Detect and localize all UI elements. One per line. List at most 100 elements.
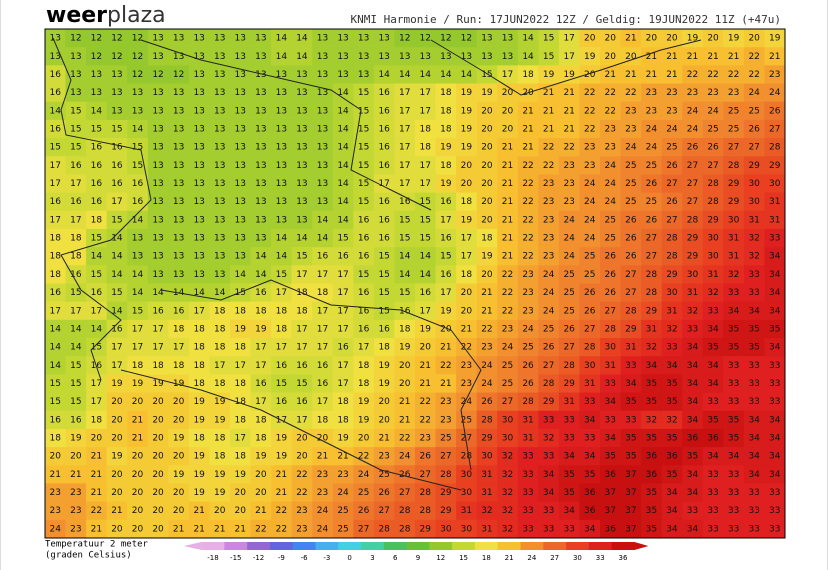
colorbar-label: 30 — [573, 554, 582, 562]
temp-cell — [188, 192, 210, 212]
temp-value: 14 — [522, 52, 534, 62]
temp-value: 21 — [563, 106, 574, 116]
temp-value: 17 — [235, 434, 246, 444]
temp-value: 34 — [707, 361, 719, 371]
temp-value: 17 — [173, 343, 184, 353]
temp-value: 24 — [687, 106, 699, 116]
temp-value: 21 — [502, 197, 513, 207]
temp-value: 16 — [337, 252, 349, 262]
temp-value: 12 — [111, 52, 122, 62]
temp-value: 21 — [91, 452, 102, 462]
temp-value: 13 — [235, 70, 246, 80]
temp-cell — [497, 29, 519, 48]
temp-value: 17 — [420, 306, 431, 316]
temp-cell — [600, 47, 622, 66]
temp-value: 14 — [317, 215, 329, 225]
temp-cell — [271, 47, 293, 66]
temp-cell — [188, 83, 210, 103]
colorbar-swatch — [406, 542, 430, 550]
temp-value: 20 — [132, 397, 144, 407]
temp-value: 23 — [481, 343, 492, 353]
temp-value: 17 — [317, 306, 328, 316]
temp-value: 13 — [214, 34, 225, 44]
temp-value: 13 — [193, 161, 204, 171]
temp-value: 35 — [563, 470, 574, 480]
temp-cell — [517, 101, 539, 121]
colorbar-swatch — [452, 542, 476, 550]
temp-value: 23 — [605, 143, 616, 153]
temp-cell — [764, 29, 786, 48]
temp-value: 13 — [214, 270, 225, 280]
temp-value: 14 — [399, 70, 411, 80]
temp-value: 17 — [152, 324, 163, 334]
temp-value: 33 — [769, 361, 780, 371]
temp-value: 33 — [584, 434, 595, 444]
temp-cell — [250, 65, 272, 85]
temp-value: 31 — [748, 215, 759, 225]
temp-value: 13 — [502, 52, 513, 62]
temp-value: 22 — [605, 88, 616, 98]
temp-cell — [45, 210, 67, 230]
temp-value: 16 — [70, 161, 82, 171]
temp-cell — [209, 119, 231, 139]
temp-value: 26 — [543, 343, 555, 353]
temp-value: 15 — [111, 124, 122, 134]
temp-value: 13 — [173, 179, 184, 189]
temp-value: 18 — [214, 452, 226, 462]
temp-value: 17 — [214, 361, 225, 371]
temp-value: 13 — [152, 143, 163, 153]
temp-cell — [394, 156, 416, 175]
temp-value: 13 — [152, 88, 163, 98]
temp-value: 13 — [132, 252, 143, 262]
temp-value: 23 — [543, 197, 554, 207]
temp-value: 31 — [728, 234, 739, 244]
temp-cell — [188, 101, 210, 121]
temp-cell — [45, 65, 67, 85]
temp-value: 21 — [625, 70, 636, 80]
temp-value: 18 — [173, 361, 185, 371]
temp-value: 24 — [563, 215, 575, 225]
temp-value: 17 — [399, 106, 410, 116]
temp-value: 16 — [440, 234, 452, 244]
colorbar-label: -9 — [278, 554, 285, 562]
temp-cell — [312, 29, 334, 48]
temp-cell — [497, 228, 519, 248]
temp-cell — [497, 65, 519, 85]
temp-cell — [168, 174, 190, 194]
temp-cell — [682, 47, 704, 66]
temp-value: 16 — [378, 324, 390, 334]
temp-value: 25 — [563, 288, 574, 298]
temp-value: 18 — [132, 361, 144, 371]
temp-value: 13 — [91, 88, 102, 98]
temp-value: 32 — [502, 506, 513, 516]
temp-value: 17 — [440, 288, 451, 298]
temp-value: 17 — [296, 324, 307, 334]
temp-cell — [147, 65, 169, 85]
temp-value: 22 — [481, 324, 492, 334]
temp-value: 35 — [728, 324, 739, 334]
temp-value: 20 — [173, 415, 185, 425]
temp-value: 16 — [255, 379, 267, 389]
temp-value: 35 — [646, 506, 657, 516]
temp-value: 13 — [193, 124, 204, 134]
temp-value: 19 — [461, 106, 473, 116]
temp-value: 34 — [707, 452, 719, 462]
temp-value: 20 — [111, 524, 123, 534]
temp-value: 26 — [646, 215, 658, 225]
temp-value: 17 — [420, 88, 431, 98]
temp-value: 20 — [481, 106, 493, 116]
temp-value: 24 — [605, 197, 617, 207]
temp-value: 31 — [625, 343, 636, 353]
temp-value: 13 — [214, 215, 225, 225]
temp-value: 22 — [605, 106, 616, 116]
temp-value: 24 — [50, 524, 62, 534]
temp-value: 28 — [728, 161, 740, 171]
temp-value: 19 — [214, 470, 226, 480]
temp-value: 27 — [646, 234, 657, 244]
temp-value: 15 — [70, 106, 81, 116]
temp-value: 17 — [91, 379, 102, 389]
temp-cell — [641, 101, 663, 121]
colorbar-swatch — [543, 542, 567, 550]
temp-value: 36 — [646, 470, 658, 480]
temp-cell — [579, 83, 601, 103]
